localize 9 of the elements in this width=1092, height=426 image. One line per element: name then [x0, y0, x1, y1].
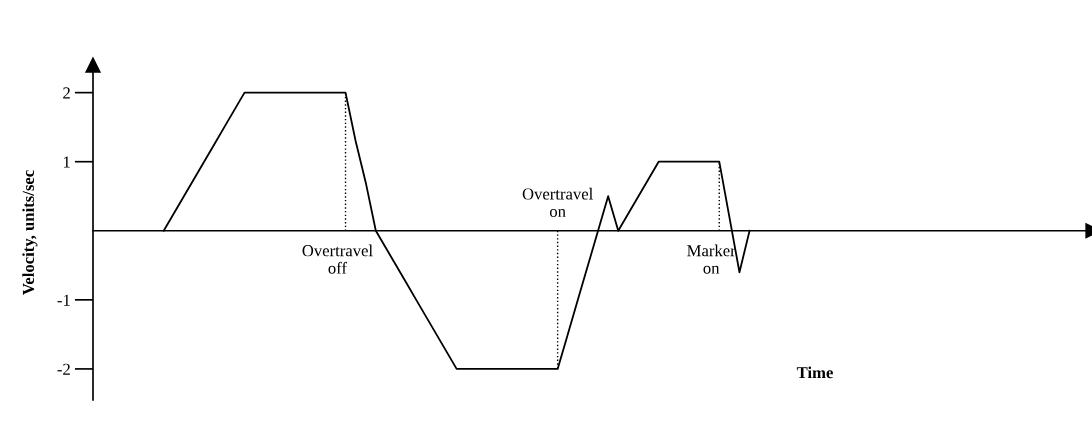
annotation: Overtravel off — [302, 244, 373, 274]
annotation: Overtravel on — [522, 187, 593, 218]
y-tick-label: 2 — [63, 87, 70, 99]
y-tick-label: 1 — [63, 156, 70, 168]
annotation: Marker on — [687, 244, 736, 274]
y-axis-title: Velocity, units/sec — [22, 170, 38, 295]
y-tick-label: -2 — [57, 363, 70, 375]
y-tick-label: -1 — [57, 294, 70, 306]
x-axis-title: Time — [796, 366, 833, 379]
